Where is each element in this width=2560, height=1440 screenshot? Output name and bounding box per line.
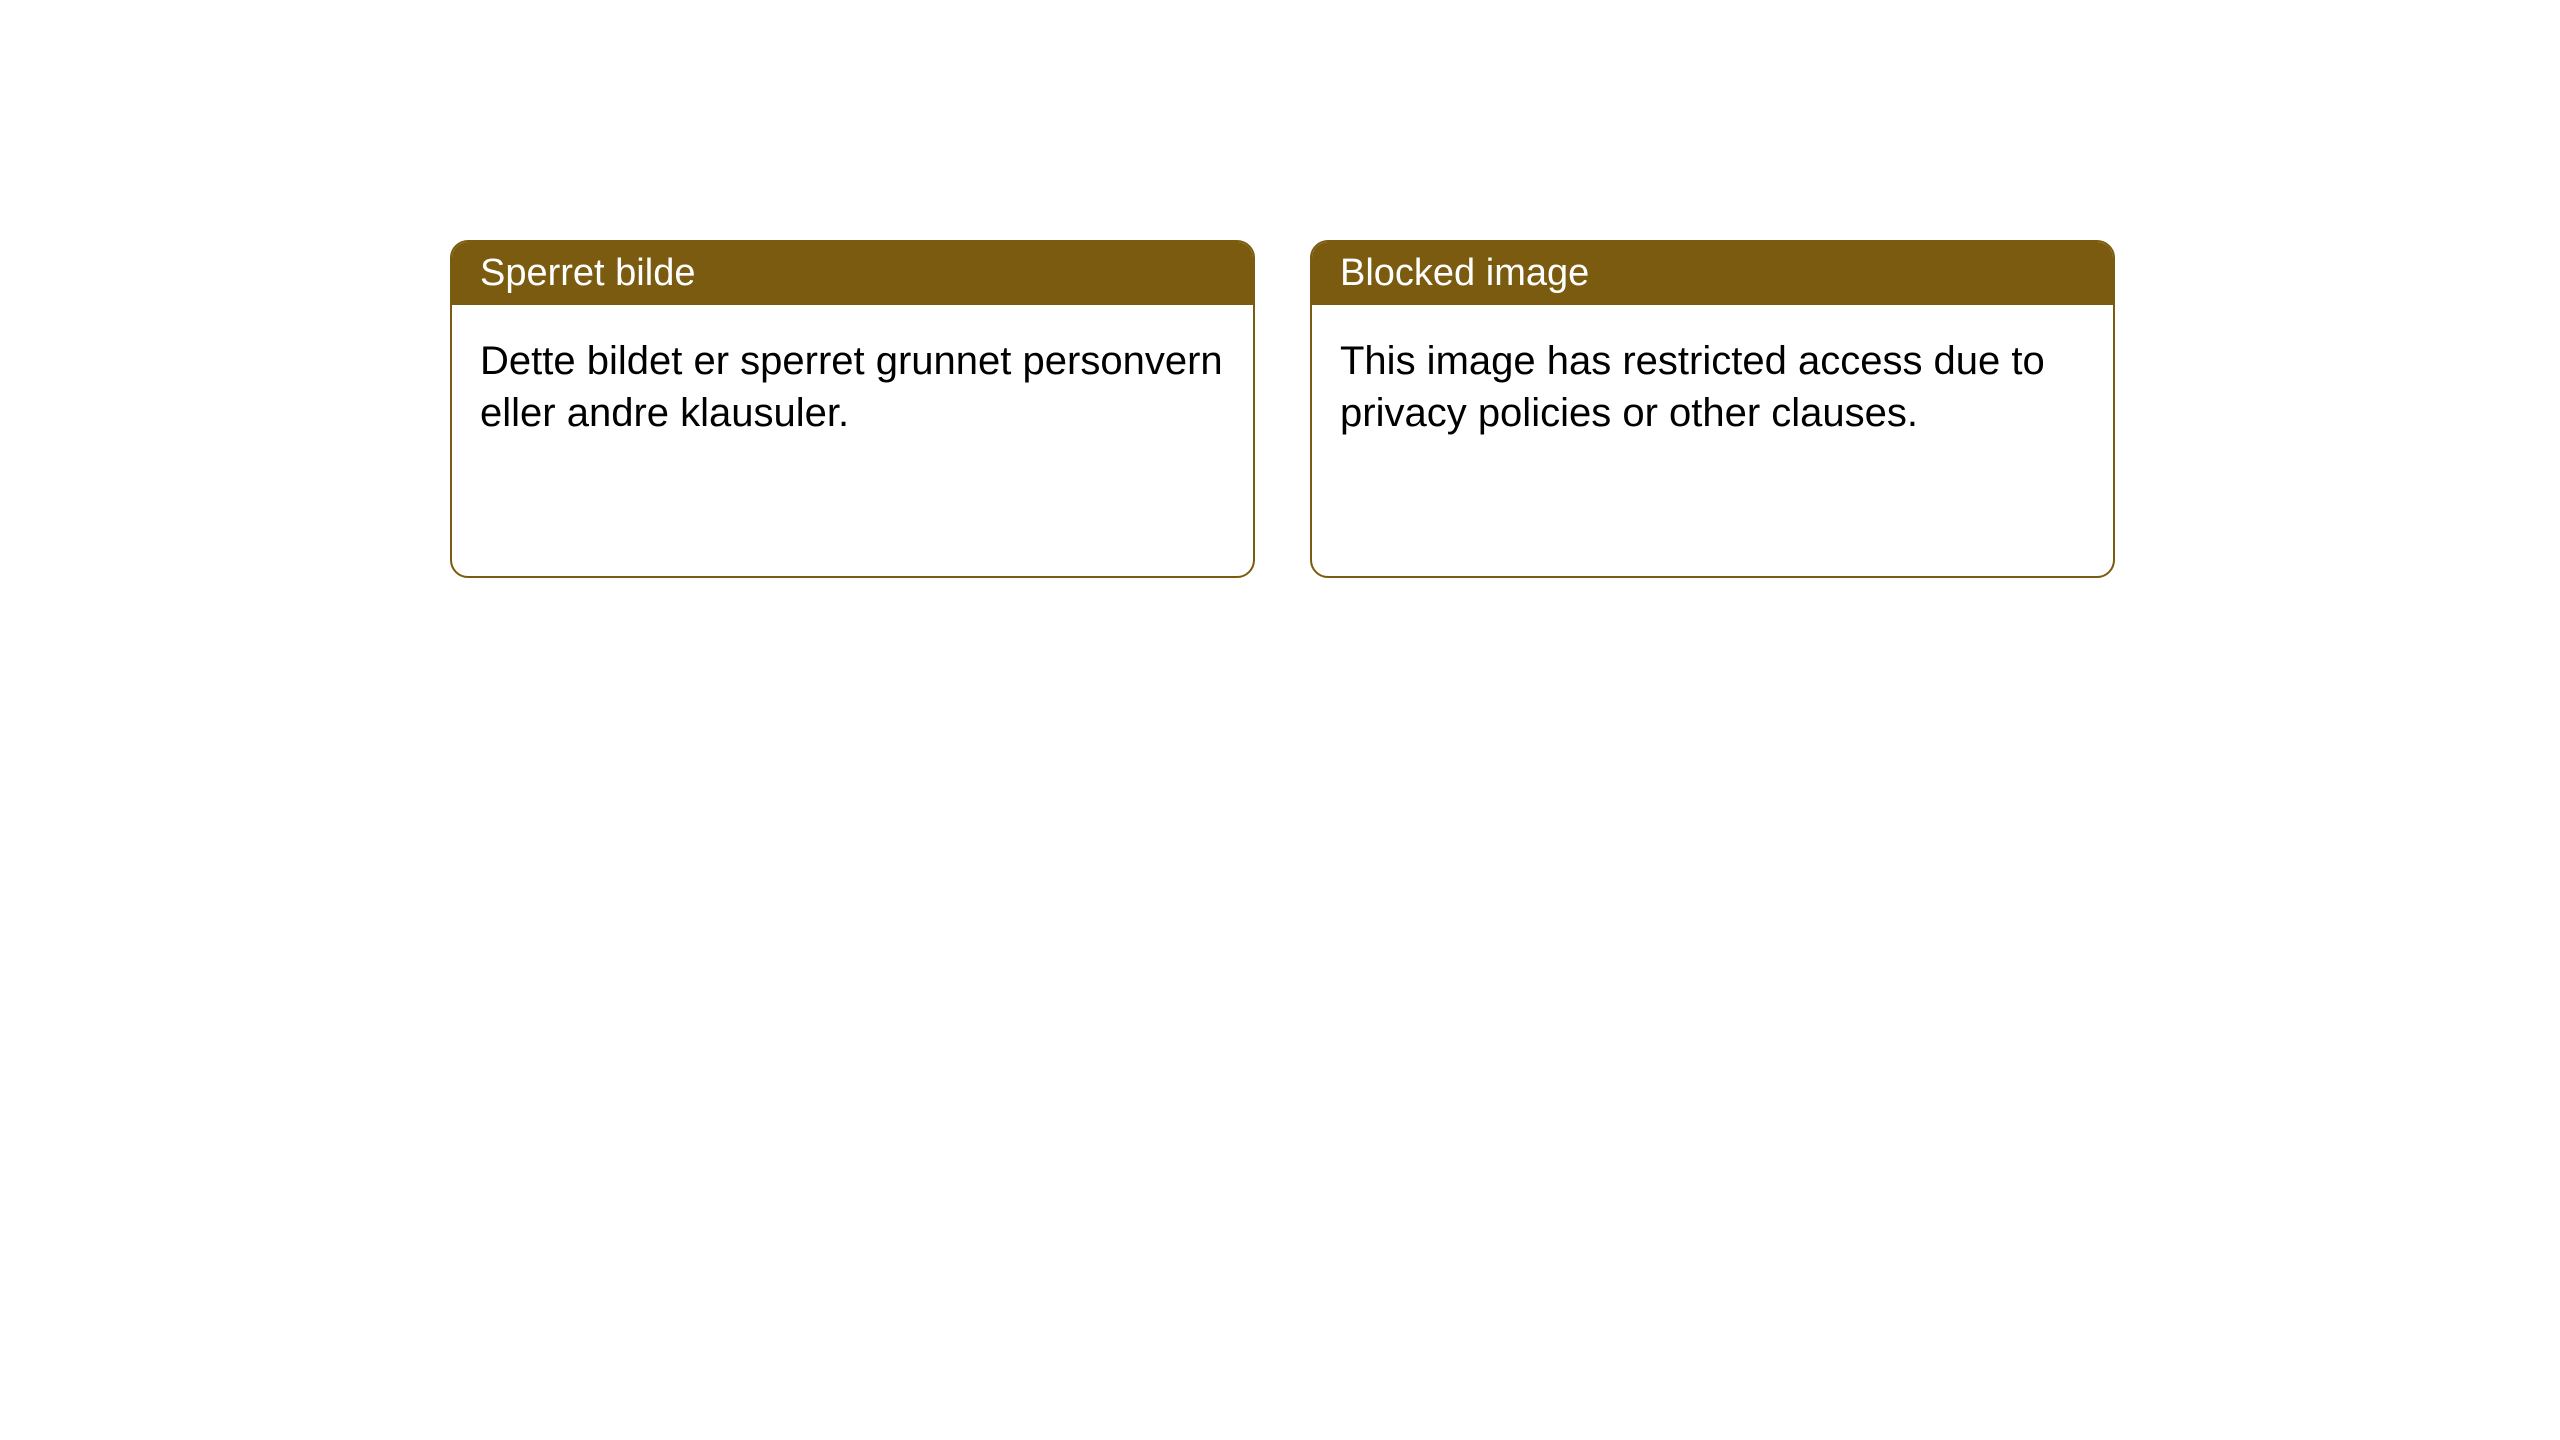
card-message: Dette bildet er sperret grunnet personve… (480, 339, 1223, 435)
notice-container: Sperret bilde Dette bildet er sperret gr… (0, 0, 2560, 578)
card-body: This image has restricted access due to … (1312, 305, 2113, 469)
notice-card-english: Blocked image This image has restricted … (1310, 240, 2115, 578)
card-title: Sperret bilde (480, 252, 695, 294)
notice-card-norwegian: Sperret bilde Dette bildet er sperret gr… (450, 240, 1255, 578)
card-header: Sperret bilde (452, 242, 1253, 305)
card-body: Dette bildet er sperret grunnet personve… (452, 305, 1253, 469)
card-header: Blocked image (1312, 242, 2113, 305)
card-title: Blocked image (1340, 252, 1589, 294)
card-message: This image has restricted access due to … (1340, 339, 2045, 435)
